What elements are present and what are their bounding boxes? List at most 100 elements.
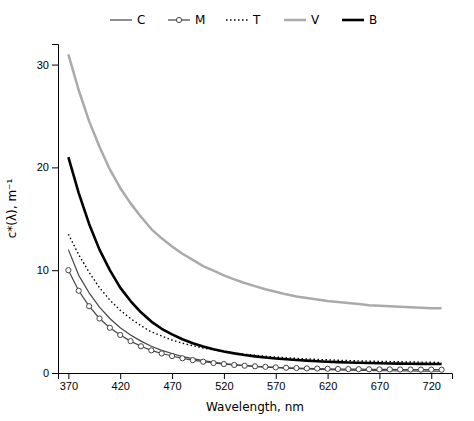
marker — [377, 367, 382, 372]
marker — [273, 365, 278, 370]
tick: 720 — [423, 373, 441, 392]
marker — [429, 367, 434, 372]
series-line — [68, 250, 441, 372]
tick-mark — [120, 373, 121, 379]
tick-label: 720 — [423, 380, 441, 392]
marker — [304, 366, 309, 371]
plot-area: 3704204705205706206707200102030 — [37, 45, 453, 392]
tick-label: 670 — [371, 380, 389, 392]
marker — [335, 366, 340, 371]
marker — [242, 363, 247, 368]
marker — [180, 356, 185, 361]
legend-swatch — [110, 19, 132, 20]
tick-mark — [52, 167, 58, 168]
legend-label: C — [137, 13, 145, 27]
tick-mark — [328, 373, 329, 379]
tick-mark — [52, 270, 58, 271]
legend-item: M — [168, 13, 205, 27]
marker — [356, 367, 361, 372]
chart: 3704204705205706206707200102030Wavelengt… — [0, 0, 474, 421]
series-line — [68, 234, 441, 362]
tick-label: 570 — [267, 380, 285, 392]
tick: 470 — [163, 373, 181, 392]
tick: 10 — [37, 264, 58, 276]
marker — [252, 364, 257, 369]
tick: 370 — [60, 373, 78, 392]
x-axis: 370420470520570620670720 — [59, 373, 453, 392]
marker — [107, 325, 112, 330]
tick: 20 — [37, 161, 58, 173]
legend: CMTVB — [110, 13, 377, 27]
marker — [263, 364, 268, 369]
marker — [201, 359, 206, 364]
legend-item: B — [342, 13, 377, 27]
tick-label: 10 — [37, 264, 49, 276]
tick-label: 420 — [112, 380, 130, 392]
tick: 670 — [371, 373, 389, 392]
marker — [325, 366, 330, 371]
marker — [149, 348, 154, 353]
legend-item: C — [110, 13, 145, 27]
y-axis: 0 10 20 30 — [37, 45, 59, 380]
marker — [76, 288, 81, 293]
legend-swatch — [226, 19, 248, 20]
marker — [138, 344, 143, 349]
tick-label: 20 — [37, 161, 49, 173]
marker — [232, 362, 237, 367]
series-group — [66, 54, 444, 372]
tick-mark — [52, 373, 58, 374]
legend-item: V — [284, 13, 320, 27]
marker — [284, 365, 289, 370]
marker — [87, 304, 92, 309]
marker — [408, 367, 413, 372]
marker — [190, 358, 195, 363]
tick-mark — [431, 373, 432, 379]
legend-swatch — [284, 19, 306, 22]
tick: 0 — [43, 367, 58, 379]
legend-label: B — [369, 13, 377, 27]
marker — [439, 367, 444, 372]
marker — [346, 366, 351, 371]
legend-label: T — [252, 13, 261, 27]
marker — [159, 351, 164, 356]
tick-mark — [172, 373, 173, 379]
tick-label: 0 — [43, 367, 49, 379]
legend-label: M — [195, 13, 205, 27]
tick: 30 — [37, 59, 58, 71]
tick-label: 470 — [163, 380, 181, 392]
tick-mark — [52, 65, 58, 66]
tick-mark — [224, 373, 225, 379]
x-axis-title: Wavelength, nm — [206, 400, 304, 414]
tick: 420 — [112, 373, 130, 392]
series-line — [68, 157, 441, 364]
tick: 570 — [267, 373, 285, 392]
marker — [118, 332, 123, 337]
series-line — [68, 54, 441, 308]
marker — [128, 339, 133, 344]
tick-label: 370 — [60, 380, 78, 392]
marker — [387, 367, 392, 372]
marker — [221, 361, 226, 366]
tick-mark — [379, 373, 380, 379]
marker — [418, 367, 423, 372]
tick-label: 520 — [215, 380, 233, 392]
tick-mark — [276, 373, 277, 379]
marker — [211, 360, 216, 365]
marker — [315, 366, 320, 371]
marker — [294, 365, 299, 370]
tick-label: 30 — [37, 59, 49, 71]
marker — [97, 316, 102, 321]
legend-marker — [176, 17, 181, 22]
marker — [66, 268, 71, 273]
tick-mark — [68, 373, 69, 379]
marker — [169, 353, 174, 358]
legend-label: V — [311, 13, 320, 27]
axis-line — [52, 45, 59, 374]
marker — [366, 367, 371, 372]
legend-swatch — [342, 19, 364, 22]
y-axis-title: c*(λ), m⁻¹ — [5, 179, 19, 239]
legend-item: T — [226, 13, 261, 27]
marker — [398, 367, 403, 372]
axis-line — [59, 374, 453, 380]
tick: 520 — [215, 373, 233, 392]
